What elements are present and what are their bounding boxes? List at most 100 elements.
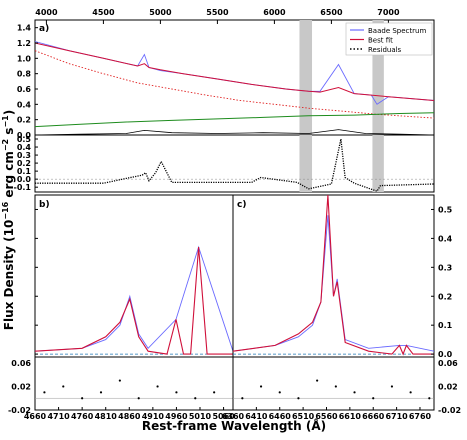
a-ytick-label-4: 0.8 xyxy=(17,70,32,79)
cr-ytick-label-0: 0.06 xyxy=(438,359,458,368)
ar-ytick-label-6: -0.1 xyxy=(14,183,32,192)
panel-b-residuals-frame xyxy=(34,356,234,411)
panel-c-frame xyxy=(232,194,435,358)
y-axis-label-part-1: Flux Density (10 xyxy=(2,220,16,331)
legend-entry-baade: Baade Spectrum xyxy=(368,27,426,35)
ar-ytick-label-5: 0.0 xyxy=(17,175,32,184)
a-ytick-label-0: 0.0 xyxy=(17,131,32,140)
cr-xtick-label-7: 6710 xyxy=(385,412,408,421)
ar-ytick-label-3: 0.2 xyxy=(17,159,31,168)
y-axis-label-part-4: ) xyxy=(2,110,16,115)
y-axis-label-part-3: s xyxy=(2,128,16,139)
legend: Baade Spectrum Best fit Residuals xyxy=(345,22,433,56)
br-point-6 xyxy=(156,385,159,388)
b-series-best-fit xyxy=(34,247,233,355)
c-series-best-fit xyxy=(232,194,434,356)
c-ytick-label-4: 0.4 xyxy=(438,234,453,243)
br-ytick-label-0: 0.06 xyxy=(11,359,31,368)
a-xtick-label-4: 6000 xyxy=(263,8,286,17)
panel-c-label: c) xyxy=(237,200,246,210)
y-axis-label-exp-3: −1 xyxy=(1,115,10,128)
cr-point-5 xyxy=(334,385,337,388)
a-xtick-label-2: 5000 xyxy=(149,8,172,17)
c-series-spectrum xyxy=(232,215,435,352)
a-xtick-label-1: 4500 xyxy=(92,8,115,17)
br-xtick-label-6: 4960 xyxy=(165,412,188,421)
cr-xtick-label-8: 6760 xyxy=(409,412,432,421)
cr-xtick-label-0: 6360 xyxy=(222,412,245,421)
series-residuals xyxy=(35,138,435,192)
cr-ytick-label-2: -0.02 xyxy=(438,406,461,415)
a-ytick-label-5: 1.0 xyxy=(17,54,32,63)
y-axis-label-exp-1: −16 xyxy=(1,201,10,219)
panel-a-residuals: 0.50.40.30.20.10.0-0.1 xyxy=(14,134,435,193)
cr-point-9 xyxy=(409,391,412,394)
br-point-8 xyxy=(194,397,197,400)
cr-xtick-label-2: 6460 xyxy=(269,412,292,421)
shaded-region-2 xyxy=(372,20,384,135)
br-ytick-label-1: 0.02 xyxy=(11,382,31,391)
ar-ytick-label-0: 0.5 xyxy=(17,135,32,144)
cr-point-6 xyxy=(353,391,356,394)
cr-xtick-label-1: 6410 xyxy=(245,412,268,421)
br-point-9 xyxy=(213,391,216,394)
br-point-5 xyxy=(137,397,140,400)
panel-b-label: b) xyxy=(39,200,50,210)
x-axis-label: Rest-frame Wavelength (Å) xyxy=(142,418,326,433)
shaded-region-res-1 xyxy=(299,135,313,192)
br-ytick-label-2: -0.02 xyxy=(8,406,31,415)
c-ytick-label-5: 0.5 xyxy=(438,205,453,214)
ar-ytick-label-2: 0.3 xyxy=(17,151,31,160)
c-ytick-label-3: 0.3 xyxy=(438,263,452,272)
a-ytick-label-1: 0.2 xyxy=(17,116,31,125)
panel-c-residuals: 6360 6410 6460 6510 6560 6610 6660 6710 6760 0.0… xyxy=(222,356,461,421)
panel-c: 0.0 0.1 0.2 0.3 0.4 0.5 c) xyxy=(232,194,453,359)
br-xtick-label-5: 4910 xyxy=(142,412,165,421)
cr-point-2 xyxy=(278,391,281,394)
series-component xyxy=(34,129,435,136)
cr-xtick-label-3: 6510 xyxy=(292,412,315,421)
panel-c-residuals-frame xyxy=(232,356,435,411)
series-powerlaw xyxy=(34,50,435,119)
y-axis-label-part-2: erg cm xyxy=(2,151,16,202)
br-xtick-label-4: 4860 xyxy=(118,412,141,421)
cr-xtick-label-5: 6610 xyxy=(339,412,362,421)
a-xtick-label-5: 6500 xyxy=(320,8,343,17)
br-xtick-label-8: 5060 xyxy=(212,412,235,421)
panel-b: b) xyxy=(34,194,234,358)
panel-b-frame xyxy=(34,194,234,358)
cr-point-1 xyxy=(259,385,263,388)
cr-point-4 xyxy=(316,379,319,382)
panel-a-label: a) xyxy=(39,24,49,34)
cr-point-3 xyxy=(297,397,300,400)
a-xtick-label-3: 5500 xyxy=(206,8,229,17)
c-ytick-label-1: 0.1 xyxy=(438,321,453,330)
br-point-2 xyxy=(81,397,84,400)
cr-xtick-label-6: 6660 xyxy=(362,412,385,421)
br-point-0 xyxy=(43,391,46,394)
panel-a: 4000 4500 5000 5500 6000 6500 7000 0.0 0.2 0.4 0.… xyxy=(17,8,435,140)
cr-ytick-label-1: 0.02 xyxy=(438,382,458,391)
y-axis-label-exp-2: −2 xyxy=(1,139,10,151)
a-ytick-label-6: 1.2 xyxy=(17,39,31,48)
legend-entry-residuals: Residuals xyxy=(368,46,402,54)
cr-point-8 xyxy=(390,385,394,388)
a-xtick-label-0: 4000 xyxy=(35,8,58,17)
ar-ytick-label-1: 0.4 xyxy=(17,143,32,152)
br-xtick-label-7: 5010 xyxy=(189,412,212,421)
c-ytick-label-2: 0.2 xyxy=(438,292,452,301)
c-ytick-label-0: 0.0 xyxy=(438,350,453,359)
y-axis-label: Flux Density (10−16 erg cm−2 s−1) xyxy=(1,110,16,330)
cr-point-10 xyxy=(428,397,431,400)
series-host xyxy=(34,112,435,128)
br-xtick-label-0: 4660 xyxy=(24,412,47,421)
legend-entry-bestfit: Best fit xyxy=(368,37,393,45)
cr-point-0 xyxy=(241,397,244,400)
br-xtick-label-3: 4810 xyxy=(95,412,118,421)
a-xtick-label-6: 7000 xyxy=(377,8,400,17)
a-ytick-label-3: 0.6 xyxy=(17,85,32,94)
b-series-spectrum xyxy=(34,245,234,352)
ar-ytick-label-4: 0.1 xyxy=(17,167,32,176)
shaded-region-res-2 xyxy=(372,135,384,192)
